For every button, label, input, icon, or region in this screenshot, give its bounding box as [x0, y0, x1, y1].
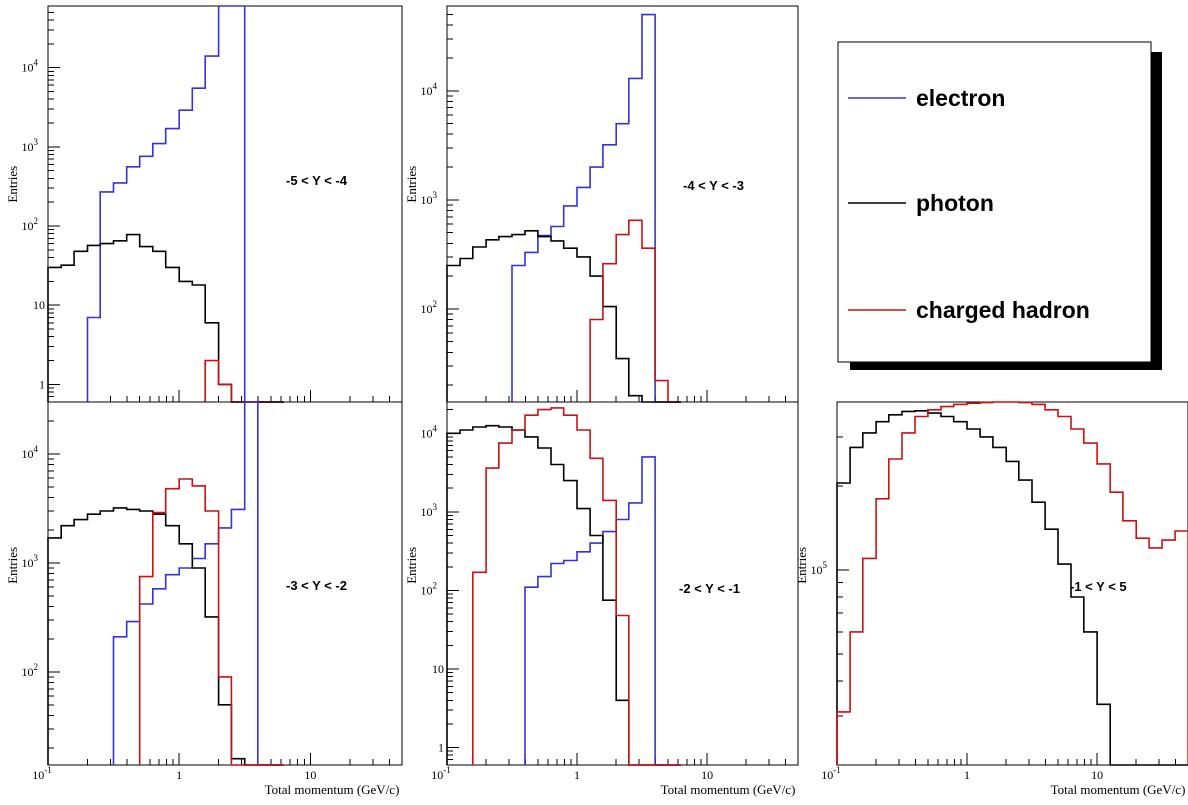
- legend-label-electron: electron: [916, 85, 1005, 111]
- y-axis-title: Entries: [794, 547, 809, 584]
- y-tick-label: 102: [421, 299, 438, 316]
- y-tick-label: 104: [421, 423, 438, 440]
- y-tick-label: 105: [811, 560, 828, 577]
- range-label: -3 < Y < -2: [286, 578, 347, 593]
- y-tick-label: 103: [22, 553, 39, 570]
- x-tick-label: 10-1: [32, 765, 52, 782]
- y-tick-label: 1: [39, 377, 45, 391]
- x-tick-label: 1: [964, 768, 970, 782]
- x-tick-label: 10-1: [821, 765, 841, 782]
- y-tick-label: 103: [421, 190, 438, 207]
- range-label: -2 < Y < -1: [679, 581, 740, 596]
- range-label: -5 < Y < -4: [286, 173, 348, 188]
- x-axis-title: Total momentum (GeV/c): [661, 782, 796, 797]
- y-tick-label: 102: [22, 662, 39, 679]
- hist-charged-hadron: [589, 219, 681, 403]
- y-axis-title: Entries: [404, 166, 419, 203]
- y-tick-label: 10: [432, 662, 444, 676]
- x-tick-label: 10: [304, 768, 316, 782]
- x-tick-label: 10-1: [431, 765, 451, 782]
- y-tick-label: 103: [421, 502, 438, 519]
- x-tick-label: 1: [176, 768, 182, 782]
- y-tick-label: 1: [438, 741, 444, 755]
- hist-photon: [446, 230, 681, 403]
- range-label: -1 < Y < 5: [1070, 579, 1127, 594]
- legend: electron photon charged hadron: [837, 41, 1162, 370]
- x-tick-label: 1: [574, 768, 580, 782]
- panel-1: 1 10 102 103 104 Entries -5 < Y < -4: [5, 5, 403, 403]
- hist-charged-hadron: [138, 478, 284, 766]
- range-label: -4 < Y < -3: [683, 178, 744, 193]
- plot-frame: [446, 5, 799, 403]
- plot-frame: [47, 401, 403, 766]
- hist-photon: [47, 507, 284, 766]
- panel-2: 102 103 104 Entries -4 < Y < -3: [404, 5, 799, 403]
- hist-electron: [524, 456, 681, 766]
- x-axis-title: Total momentum (GeV/c): [1051, 782, 1186, 797]
- hist-photon: [446, 424, 681, 766]
- y-axis-title: Entries: [404, 547, 419, 584]
- hist-photon: [836, 410, 1188, 766]
- hist-charged-hadron: [836, 401, 1188, 765]
- hist-photon: [47, 233, 284, 403]
- plot-frame: [836, 401, 1188, 766]
- legend-box: [837, 41, 1152, 363]
- y-tick-label: 104: [421, 81, 438, 98]
- x-tick-label: 10: [701, 768, 713, 782]
- y-tick-label: 10: [33, 298, 45, 312]
- hist-electron: [86, 5, 284, 403]
- y-tick-label: 104: [22, 58, 39, 75]
- y-tick-label: 102: [421, 580, 438, 597]
- hist-charged-hadron: [472, 407, 681, 766]
- y-tick-label: 102: [22, 216, 39, 233]
- y-tick-label: 103: [22, 137, 39, 154]
- hist-electron: [511, 13, 681, 403]
- y-axis-title: Entries: [5, 166, 20, 203]
- x-tick-label: 10: [1091, 768, 1103, 782]
- plot-frame: [446, 401, 799, 766]
- y-tick-label: 104: [22, 444, 39, 461]
- x-axis-title: Total momentum (GeV/c): [265, 782, 400, 797]
- y-axis-title: Entries: [5, 547, 20, 584]
- legend-label-charged-hadron: charged hadron: [916, 297, 1090, 323]
- legend-label-photon: photon: [916, 190, 994, 216]
- plot-frame: [47, 5, 403, 403]
